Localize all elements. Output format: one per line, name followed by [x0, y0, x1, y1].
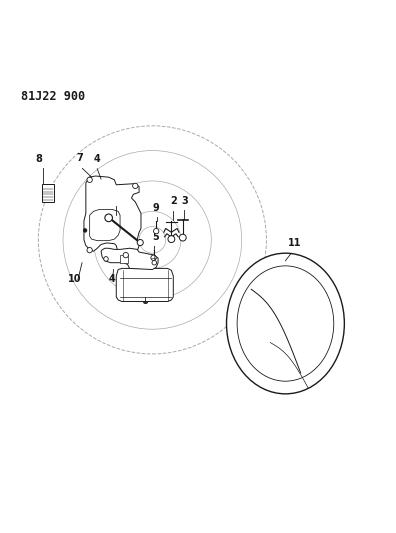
Circle shape	[151, 255, 156, 261]
Text: 9: 9	[152, 203, 159, 213]
Polygon shape	[84, 176, 141, 257]
Circle shape	[87, 177, 92, 182]
Text: 4: 4	[94, 154, 101, 164]
Text: 2: 2	[170, 196, 177, 206]
Text: 4: 4	[109, 273, 116, 284]
Text: 5: 5	[152, 232, 159, 242]
Polygon shape	[101, 248, 158, 270]
Text: 81J22 900: 81J22 900	[21, 90, 86, 103]
Circle shape	[87, 247, 92, 253]
Circle shape	[104, 256, 108, 261]
Circle shape	[168, 236, 175, 243]
Circle shape	[152, 261, 156, 265]
Text: 10: 10	[68, 273, 81, 284]
Circle shape	[123, 253, 128, 258]
Text: 7: 7	[77, 153, 84, 163]
Text: 8: 8	[36, 154, 42, 164]
Text: 3: 3	[181, 196, 188, 206]
Circle shape	[154, 229, 159, 234]
Circle shape	[105, 214, 112, 222]
Circle shape	[133, 183, 138, 189]
Polygon shape	[89, 209, 120, 240]
Circle shape	[137, 239, 143, 246]
Circle shape	[179, 234, 186, 241]
Circle shape	[83, 229, 87, 232]
Ellipse shape	[237, 266, 334, 381]
Ellipse shape	[227, 253, 345, 394]
Polygon shape	[116, 269, 173, 302]
FancyBboxPatch shape	[42, 184, 53, 202]
Text: 6: 6	[141, 296, 148, 306]
Text: 11: 11	[288, 238, 302, 248]
Polygon shape	[120, 255, 128, 263]
Text: 1: 1	[113, 191, 120, 201]
